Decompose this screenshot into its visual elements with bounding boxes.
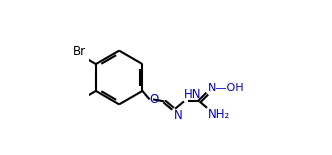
Text: O: O	[150, 93, 159, 106]
Text: HN: HN	[184, 88, 202, 101]
Text: N—OH: N—OH	[208, 83, 244, 93]
Text: N: N	[173, 109, 182, 122]
Text: NH₂: NH₂	[208, 108, 230, 121]
Text: Br: Br	[73, 45, 86, 58]
